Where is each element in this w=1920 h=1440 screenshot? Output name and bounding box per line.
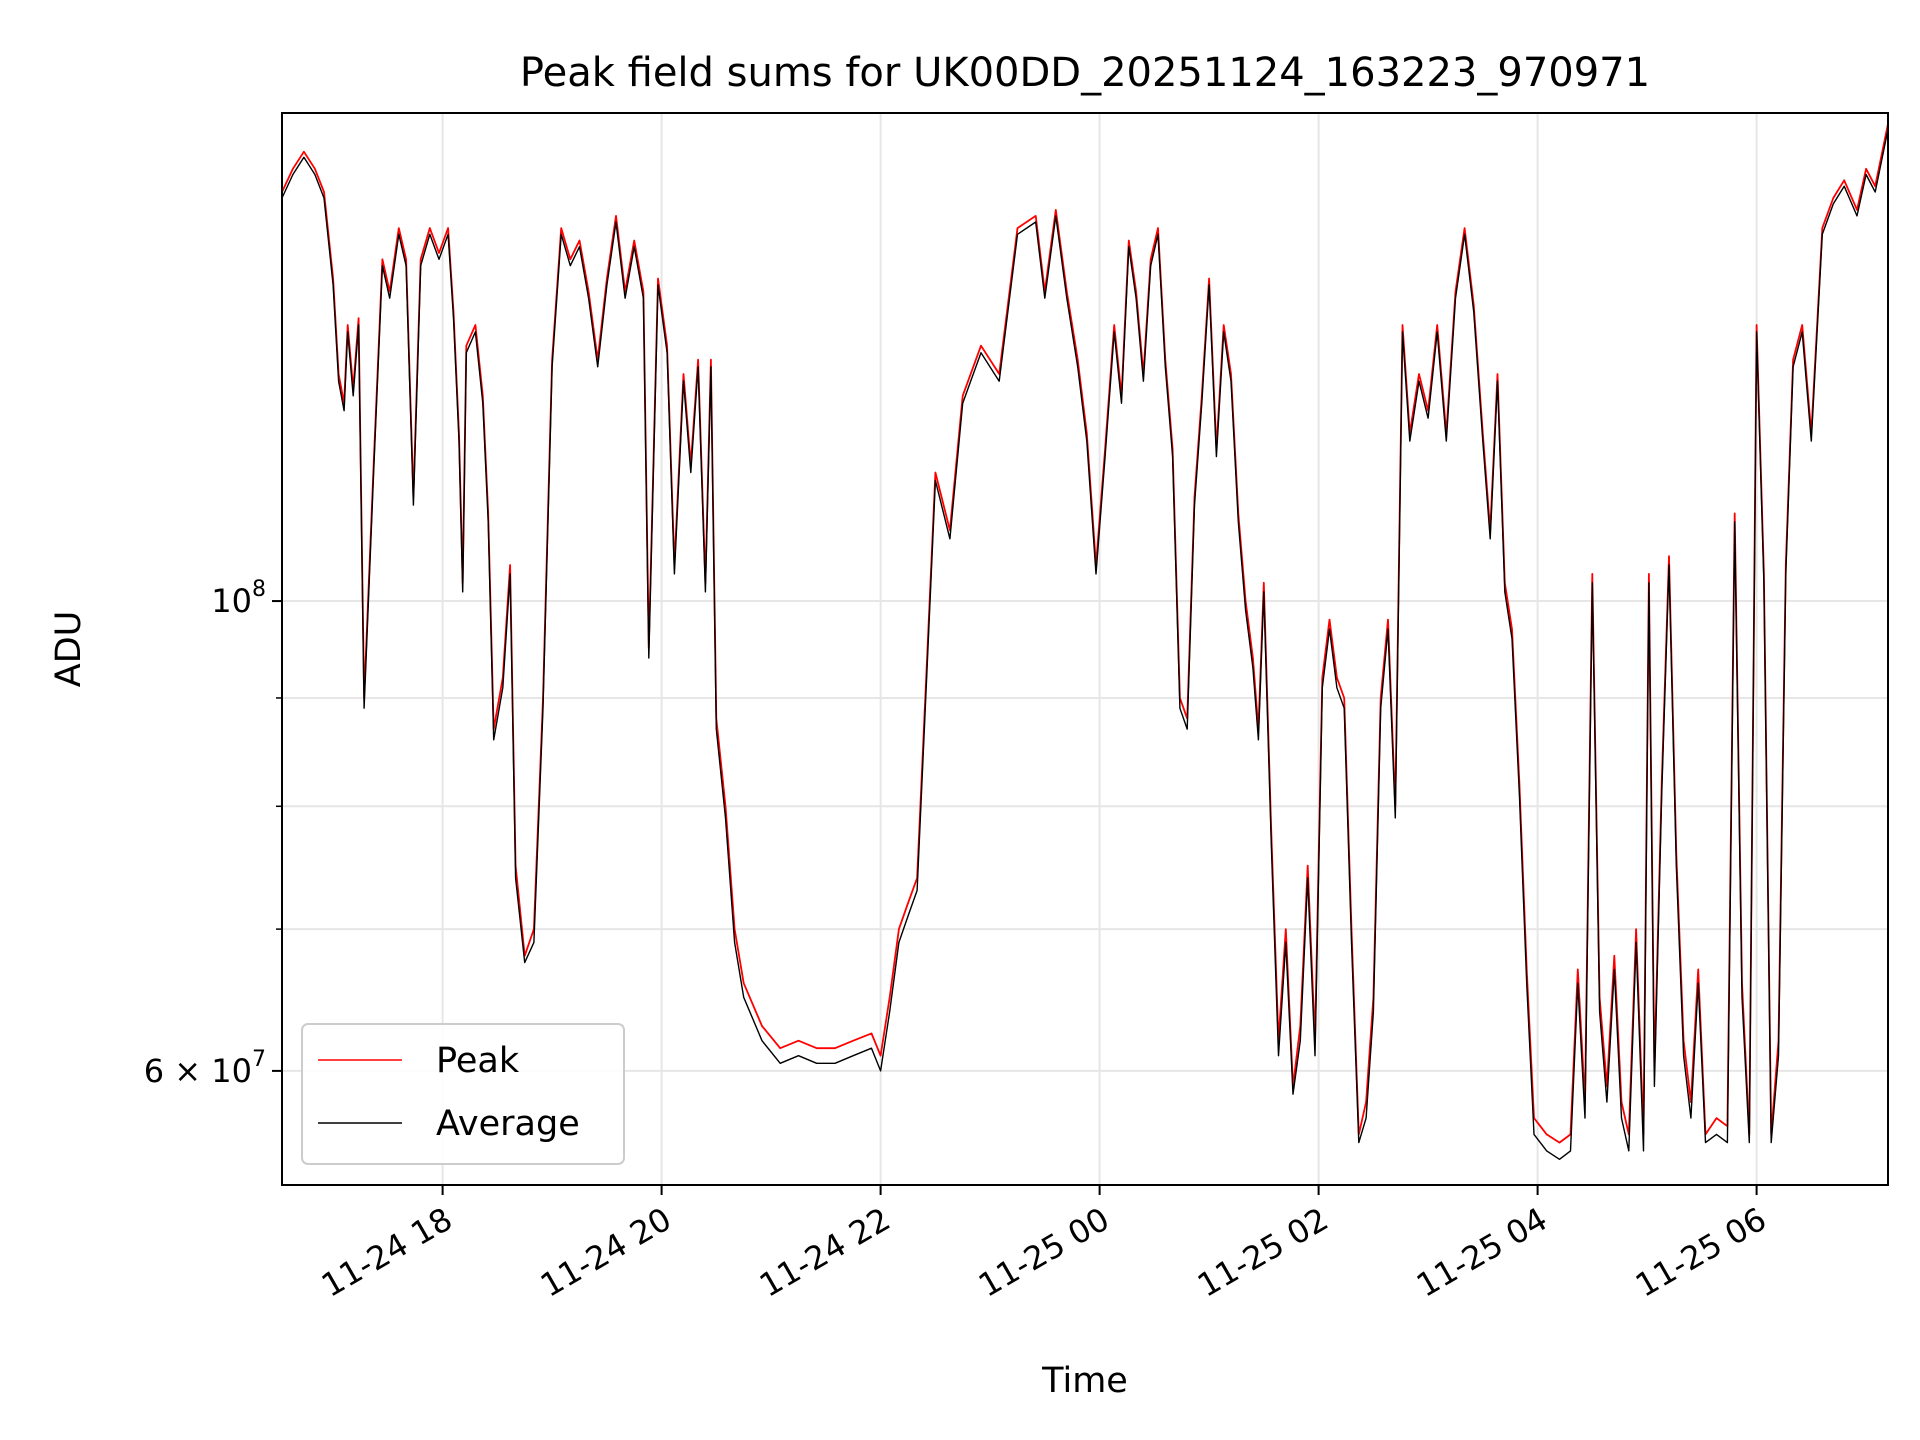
plot-frame: [281, 112, 1889, 1186]
y-axis-ticks: 108 6 × 107: [144, 577, 282, 1090]
legend-box: [301, 1023, 625, 1165]
x-axis-label: Time: [1041, 1361, 1128, 1401]
series-line-average: [281, 129, 1889, 1161]
legend-label-average: Average: [436, 1104, 580, 1144]
legend-label-peak: Peak: [436, 1041, 520, 1081]
chart-title: Peak field sums for UK00DD_20251124_1632…: [520, 50, 1650, 96]
y-tick-label: 6 × 107: [144, 1047, 266, 1090]
legend: Peak Average: [301, 1023, 625, 1165]
series-layer: [281, 123, 1889, 1161]
y-tick-label: 108: [211, 577, 266, 620]
y-axis-label: ADU: [49, 611, 89, 688]
